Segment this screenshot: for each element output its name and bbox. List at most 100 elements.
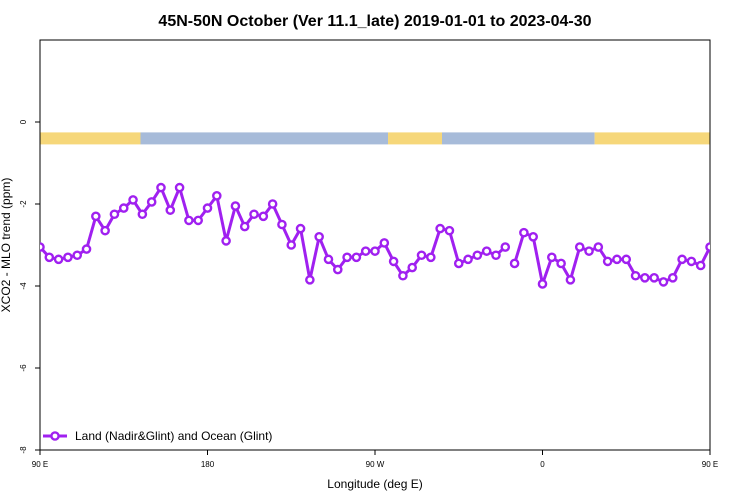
data-point (286, 240, 297, 250)
x-tick-label: 90 E (702, 460, 718, 469)
data-point (547, 252, 557, 263)
data-point (379, 238, 390, 248)
data-point (342, 252, 352, 263)
data-point (63, 252, 73, 263)
data-point (667, 272, 678, 283)
data-point (537, 279, 548, 289)
data-point (621, 254, 632, 265)
data-point (472, 250, 483, 261)
data-point (481, 246, 492, 256)
data-point (509, 258, 520, 269)
y-tick-label: -6 (19, 364, 28, 372)
data-point (370, 246, 380, 256)
data-point (602, 256, 613, 267)
series-group (40, 182, 750, 289)
data-point (249, 209, 259, 220)
x-tick-label: 180 (201, 460, 215, 469)
data-point (118, 203, 129, 213)
data-point (725, 243, 732, 250)
data-point (128, 195, 138, 205)
legend-point-marker (50, 431, 60, 441)
data-point (630, 270, 641, 281)
data-point (146, 197, 157, 207)
data-point (165, 205, 176, 215)
data-point (184, 215, 194, 226)
data-point (463, 254, 473, 265)
y-tick-label: -8 (19, 446, 28, 454)
data-point (705, 242, 710, 252)
chart-title: 45N-50N October (Ver 11.1_late) 2019-01-… (158, 13, 591, 30)
legend-label: Land (Nadir&Glint) and Ocean (Glint) (75, 429, 272, 443)
data-point (435, 223, 445, 234)
data-point (332, 264, 343, 275)
data-point (277, 219, 287, 230)
data-point (137, 209, 148, 220)
x-tick-label: 90 E (32, 460, 48, 469)
data-point (416, 250, 427, 261)
data-point (44, 252, 55, 263)
data-point (500, 242, 511, 252)
data-point (658, 277, 669, 287)
data-point (239, 221, 250, 232)
data-point (156, 182, 166, 193)
data-point (72, 250, 83, 261)
axes: 90 E 180 90 W 0 90 E 0 -2 -4 -6 -8 (19, 119, 718, 469)
data-point (305, 275, 315, 285)
data-point (584, 246, 594, 256)
strip-segment-land (594, 132, 710, 145)
data-point (649, 272, 659, 283)
data-point (398, 270, 408, 281)
data-point (744, 256, 750, 263)
y-tick-label: -4 (19, 282, 28, 290)
data-point (640, 272, 650, 283)
data-point (81, 244, 92, 254)
data-point (212, 190, 222, 201)
y-axis-label: XCO2 - MLO trend (ppm) (0, 178, 13, 313)
series-layer (40, 182, 750, 289)
data-point (323, 254, 334, 265)
strip-segment-ocean (442, 132, 595, 145)
data-point (91, 211, 101, 222)
data-point (109, 209, 120, 220)
series-line (513, 231, 710, 286)
x-tick-label: 90 W (366, 460, 385, 469)
data-point (193, 215, 203, 226)
data-point (695, 260, 706, 271)
data-point (734, 254, 741, 261)
data-point (53, 254, 64, 265)
data-point (314, 231, 324, 242)
data-point (519, 227, 529, 238)
data-point (716, 241, 723, 248)
strip-segment-land (40, 132, 141, 145)
plot-frame (39, 39, 711, 451)
x-axis-label: Longitude (deg E) (327, 477, 422, 491)
data-point (221, 236, 231, 246)
data-point (491, 250, 501, 261)
data-point (677, 254, 687, 265)
y-tick-label: 0 (19, 119, 28, 124)
data-point (593, 242, 604, 252)
data-point (574, 242, 585, 252)
data-point (351, 252, 362, 263)
land-ocean-strip (40, 132, 710, 145)
data-point (426, 252, 436, 263)
legend: Land (Nadir&Glint) and Ocean (Glint) (43, 429, 272, 443)
data-point (40, 242, 45, 252)
data-point (360, 246, 371, 256)
y-tick-label: -2 (19, 200, 28, 208)
strip-segment-ocean (140, 132, 389, 145)
strip-segment-land (388, 132, 442, 145)
data-point (202, 203, 213, 213)
data-point (528, 231, 538, 242)
data-point (565, 275, 576, 285)
data-point (100, 225, 110, 236)
data-point (388, 256, 399, 267)
data-point (174, 182, 185, 193)
data-point (686, 256, 697, 267)
data-point (407, 262, 418, 273)
data-point (295, 223, 306, 234)
data-point (230, 201, 241, 211)
data-point (267, 199, 278, 209)
data-point (612, 254, 622, 265)
